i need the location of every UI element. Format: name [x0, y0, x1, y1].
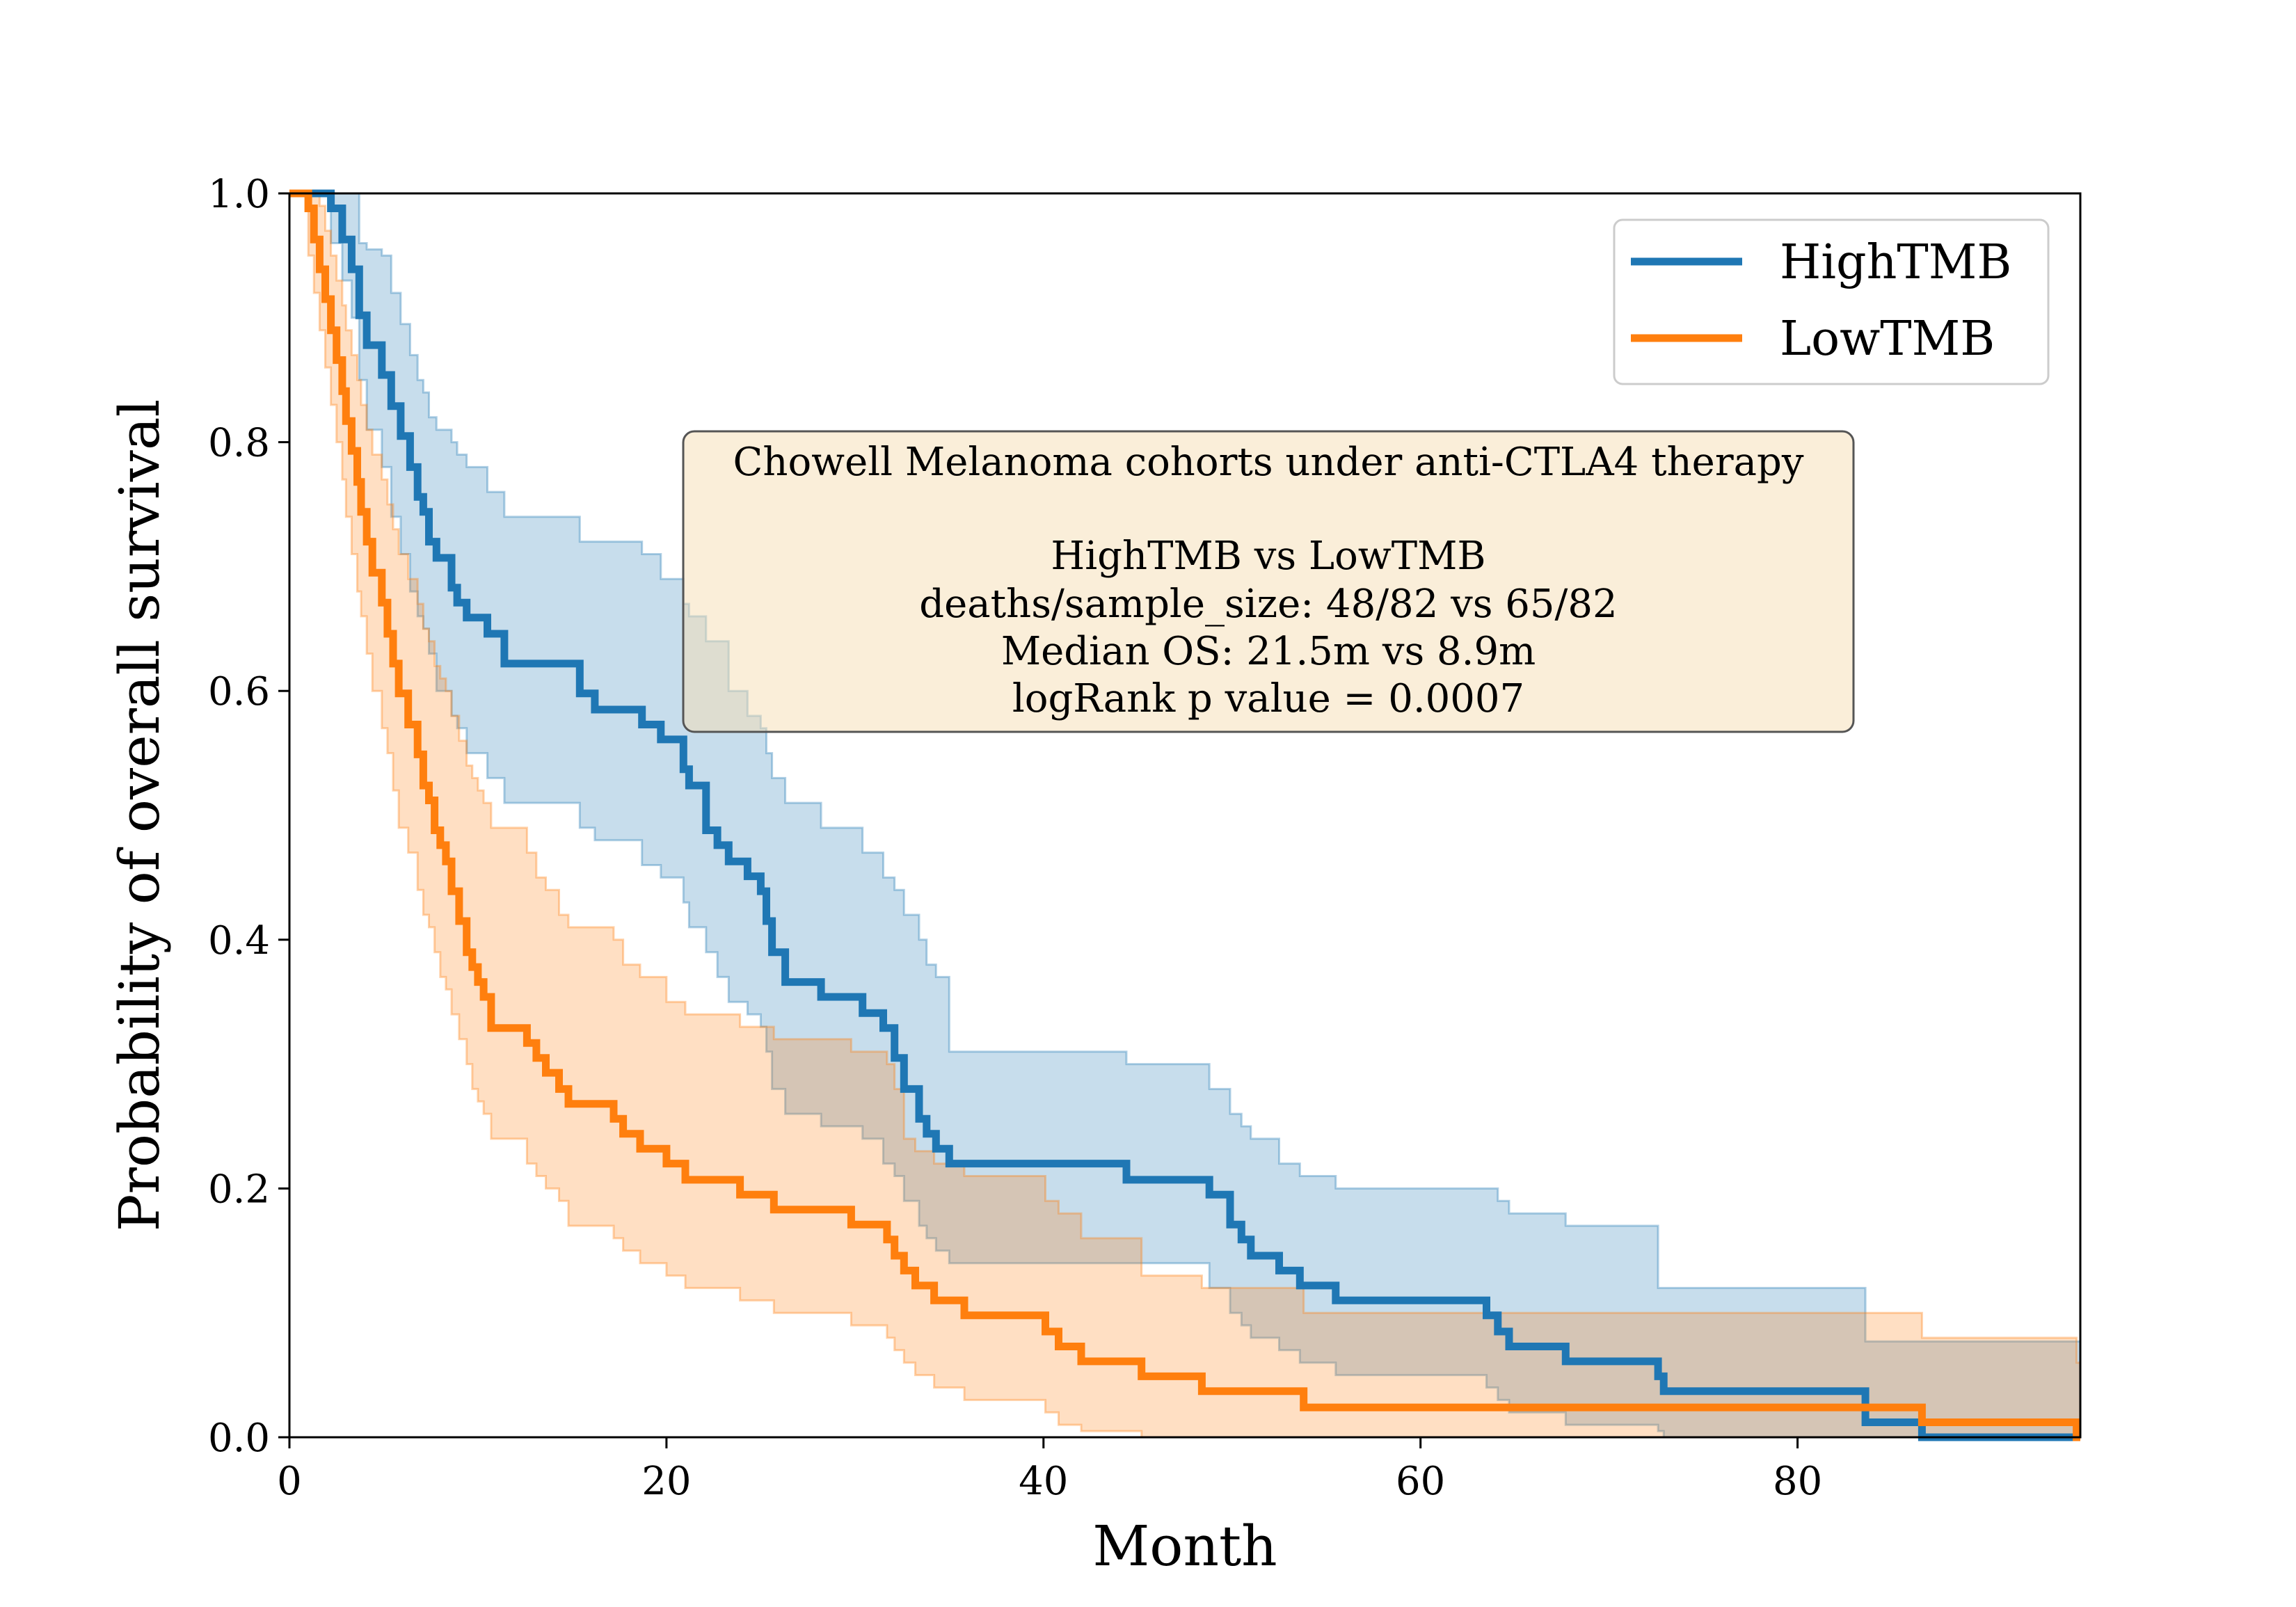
annotation-background [682, 430, 1855, 733]
annotation-line-2: HighTMB vs LowTMB [1051, 534, 1485, 579]
y-tick-label: 0.8 [208, 421, 270, 466]
legend-label-lowtmb: LowTMB [1780, 312, 1995, 367]
survival-curves [289, 189, 2081, 1441]
x-axis-label: Month [1092, 1514, 1277, 1578]
x-tick-label: 60 [1396, 1459, 1445, 1504]
y-tick-label: 0.2 [208, 1167, 270, 1212]
x-tick-label: 0 [277, 1459, 302, 1504]
y-tick-label: 1.0 [208, 172, 270, 217]
survival-line-hightmb [289, 189, 2080, 1441]
annotation-line-5: logRank p value = 0.0007 [1012, 676, 1524, 721]
y-tick-label: 0.6 [208, 669, 270, 714]
x-tick-label: 20 [641, 1459, 691, 1504]
x-axis: 0 20 40 60 80 [277, 1437, 1822, 1504]
annotation-line-0: Chowell Melanoma cohorts under anti-CTLA… [733, 440, 1804, 485]
x-tick-label: 80 [1773, 1459, 1822, 1504]
y-axis: 0.0 0.2 0.4 0.6 0.8 1.0 [208, 172, 289, 1461]
survival-line-lowtmb [289, 189, 2081, 1441]
annotation-line-3: deaths/sample_size: 48/82 vs 65/82 [919, 582, 1617, 627]
y-axis-label: Probability of overall survival [107, 399, 172, 1231]
legend: HighTMB LowTMB [1613, 218, 2050, 385]
ci-band-lowtmb [289, 192, 2082, 1439]
y-tick-label: 0.4 [208, 918, 270, 964]
x-tick-label: 40 [1019, 1459, 1068, 1504]
plot-frame [288, 192, 2082, 1439]
y-tick-label: 0.0 [208, 1416, 270, 1461]
annotation-line-4: Median OS: 21.5m vs 8.9m [1001, 629, 1536, 674]
legend-label-hightmb: HighTMB [1780, 235, 2011, 290]
stats-annotation-box: Chowell Melanoma cohorts under anti-CTLA… [682, 430, 1855, 733]
